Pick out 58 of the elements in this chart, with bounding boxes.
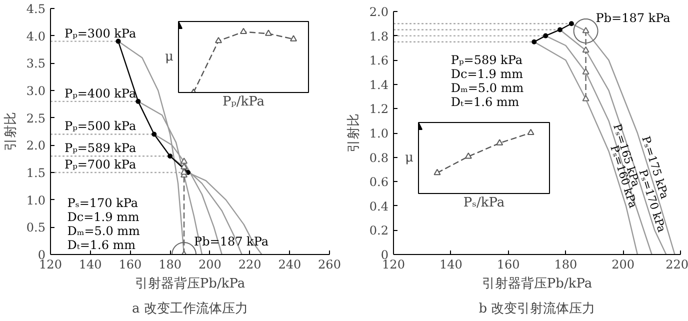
y-tick-label: 2.5: [26, 111, 46, 126]
x-tick-label: 140: [78, 258, 102, 272]
annotation: Dₘ=5.0 mm: [450, 81, 524, 96]
x-tick-label: 260: [318, 258, 341, 272]
series-label: Pₚ=589 kPa: [64, 141, 136, 156]
x-tick-label: 120: [382, 258, 405, 272]
x-tick-label: 200: [198, 258, 222, 272]
y-tick-label: 1.0: [369, 126, 389, 140]
annotation: Pₛ=170 kPa: [67, 196, 138, 210]
annotation: Dₘ=5.0 mm: [67, 224, 141, 238]
annotation: Dₜ=1.6 mm: [450, 95, 520, 110]
y-tick-label: 1.4: [369, 78, 389, 92]
x-tick-label: 220: [238, 258, 262, 272]
annotation: Pₚ=589 kPa: [450, 53, 523, 68]
y-tick-label: 0.8: [369, 150, 389, 165]
y-tick-label: 0.5: [26, 220, 46, 235]
x-tick-label: 240: [278, 258, 302, 272]
y-tick-label: 2.0: [369, 5, 389, 19]
x-tick-label: 140: [439, 258, 462, 272]
x-axis-title: 引射器背压Pb/kPa: [134, 276, 246, 292]
x-tick-label: 220: [666, 258, 688, 272]
y-tick-label: 1.0: [26, 193, 46, 208]
y-tick-label: 1.8: [369, 29, 389, 44]
y-axis-title: 引射比: [346, 114, 362, 152]
annotation: Dc=1.9 mm: [450, 67, 524, 82]
annotation: Pb=187 kPa: [194, 234, 269, 248]
x-tick-label: 200: [612, 258, 635, 272]
x-axis-title: 引射器背压Pb/kPa: [482, 276, 592, 292]
y-tick-label: 1.2: [369, 102, 389, 116]
y-tick-label: 3.5: [26, 56, 46, 71]
y-axis-title: 引射比: [3, 112, 18, 151]
series-label: Pₚ=500 kPa: [64, 119, 136, 134]
x-tick-label: 180: [158, 258, 182, 272]
series-label: Pₚ=400 kPa: [64, 86, 136, 100]
y-tick-label: 1.6: [369, 54, 389, 68]
y-tick-label: 0.2: [369, 224, 389, 238]
annotation: Dₜ=1.6 mm: [67, 238, 136, 252]
text: a 改变工作流体压力: [132, 300, 248, 316]
annotation: Pb=187 kPa: [596, 10, 670, 25]
y-tick-label: 1.5: [26, 166, 46, 180]
series-label: Pₚ=300 kPa: [64, 26, 136, 40]
y-tick-label: 2.0: [26, 138, 46, 153]
y-tick-label: 3.0: [26, 84, 46, 98]
x-tick-label: 120: [39, 258, 62, 272]
text: b 改变引射流体压力: [478, 300, 596, 316]
x-axis-title: Pₛ/kPa: [463, 196, 505, 210]
annotation: Dc=1.9 mm: [67, 210, 140, 224]
x-axis-title: Pₚ/kPa: [222, 94, 265, 110]
y-axis-title: μ: [405, 150, 414, 166]
y-tick-label: 4.0: [26, 29, 46, 44]
y-tick-label: 0.6: [369, 175, 389, 190]
y-tick-label: 0.4: [369, 199, 389, 214]
series-label: Pₚ=700 kPa: [64, 158, 136, 172]
x-tick-label: 160: [118, 258, 142, 272]
y-axis-title: μ: [165, 50, 174, 64]
x-tick-label: 160: [496, 258, 520, 272]
y-tick-label: 4.5: [26, 2, 46, 16]
x-tick-label: 180: [554, 258, 578, 272]
